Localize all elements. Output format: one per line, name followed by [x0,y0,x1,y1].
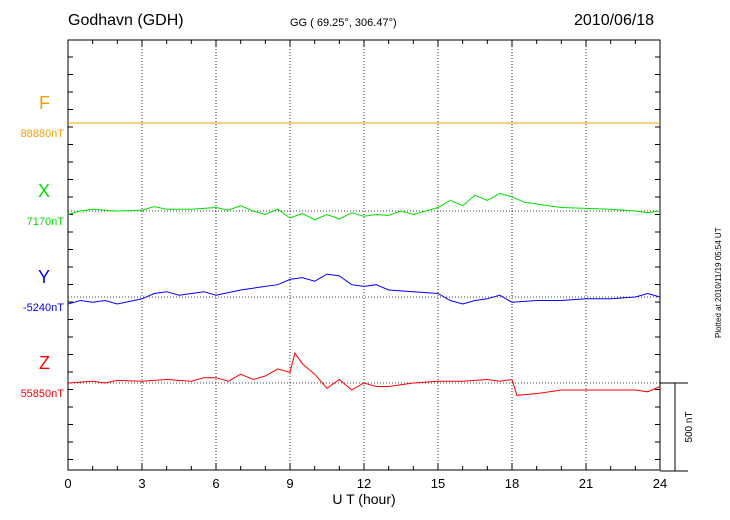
component-baseline-value-x: 7170nT [26,216,64,228]
x-tick-label: 0 [64,476,71,491]
scale-bar-label: 500 nT [684,411,695,442]
component-baseline-value-z: 55850nT [20,388,64,400]
component-baseline-value-y: -5240nT [23,302,64,314]
traces [67,122,661,396]
component-name-x: X [37,181,50,201]
x-tick-label: 12 [357,476,371,491]
component-name-z: Z [39,353,50,373]
x-tick-label: 24 [653,476,667,491]
geographic-coordinates: GG ( 69.25°, 306.47°) [290,17,397,29]
x-tick-label: 3 [138,476,145,491]
x-tick-label: 9 [286,476,293,491]
trace-y [67,273,661,305]
trace-z [67,351,661,396]
plot-frame [67,39,661,471]
x-tick-label: 21 [579,476,593,491]
x-axis-label: U T (hour) [332,491,395,507]
scale-bar: 500 nT [660,382,695,472]
axis-ticks [67,40,661,470]
grid-lines [141,40,587,470]
trace-x [67,192,661,221]
component-name-f: F [39,93,50,113]
station-title: Godhavn (GDH) [68,12,184,29]
date-label: 2010/06/18 [574,12,655,29]
component-baseline-value-f: 88880nT [20,128,64,140]
x-tick-label: 18 [505,476,519,491]
component-name-y: Y [37,267,50,287]
x-tick-label: 15 [431,476,445,491]
x-tick-label: 6 [212,476,219,491]
x-tick-labels: 0 3 6 9 12 15 18 21 24 [64,476,667,491]
